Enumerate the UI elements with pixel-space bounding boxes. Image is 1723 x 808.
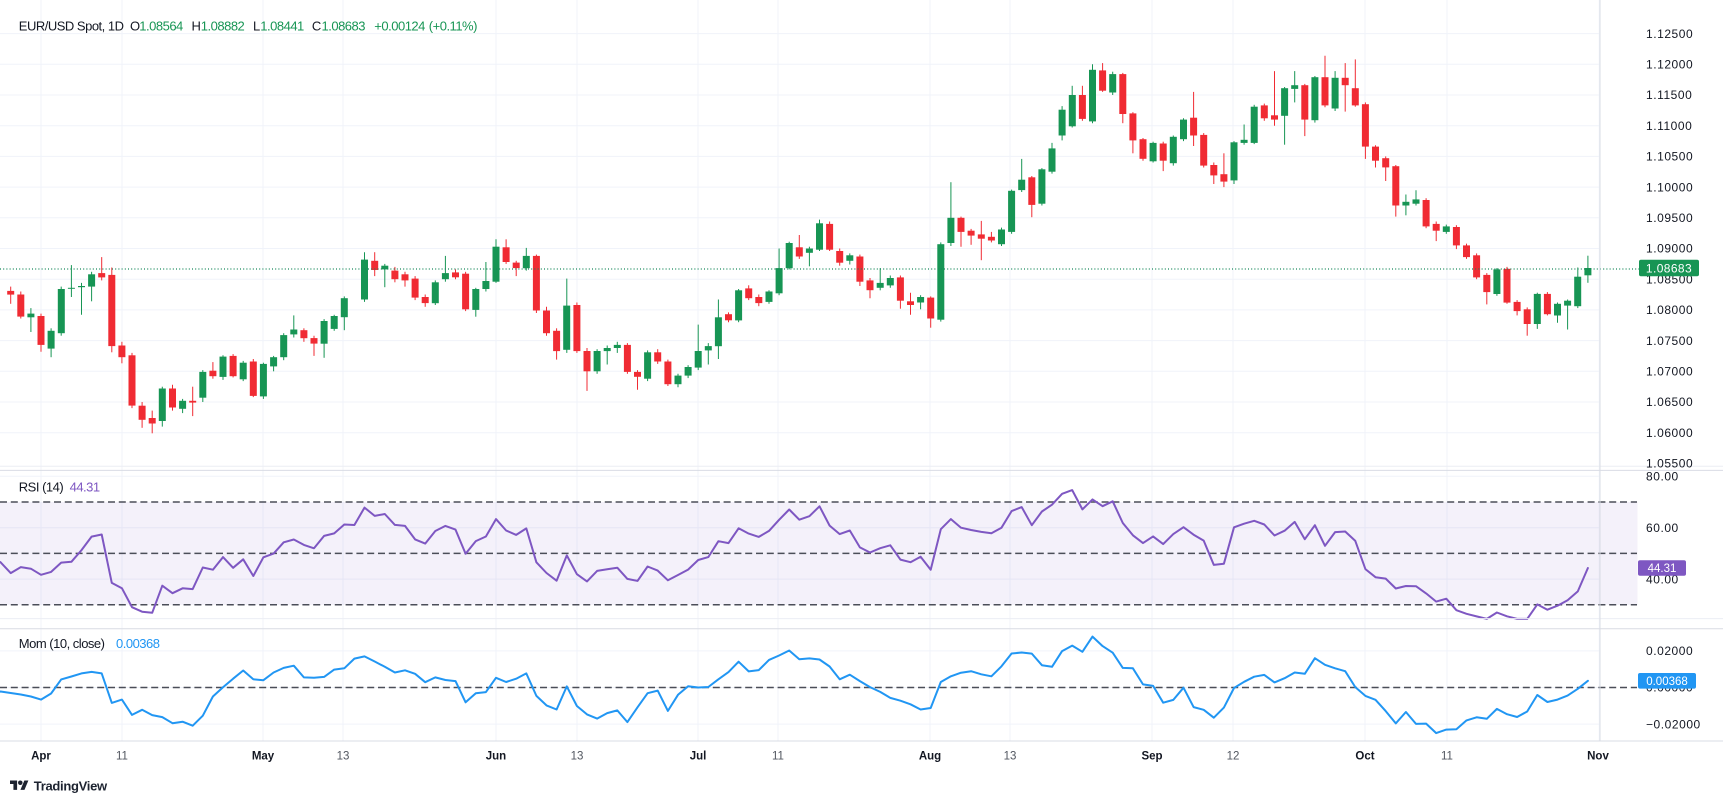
svg-text:1.11500: 1.11500 (1646, 88, 1692, 102)
svg-text:60.00: 60.00 (1646, 521, 1679, 535)
svg-text:Sep: Sep (1141, 751, 1162, 763)
svg-text:11: 11 (116, 751, 128, 763)
svg-text:44.31: 44.31 (70, 480, 100, 495)
svg-text:1.09000: 1.09000 (1646, 242, 1693, 256)
svg-text:1.08441: 1.08441 (260, 19, 304, 34)
svg-text:(+0.11%): (+0.11%) (429, 19, 477, 34)
svg-text:Aug: Aug (919, 751, 941, 763)
svg-text:Nov: Nov (1587, 751, 1609, 763)
svg-text:11: 11 (1441, 751, 1453, 763)
svg-text:+0.00124: +0.00124 (374, 19, 425, 34)
svg-text:0.00368: 0.00368 (1646, 676, 1688, 688)
svg-text:C: C (312, 19, 321, 34)
svg-text:0.02000: 0.02000 (1646, 644, 1693, 658)
svg-text:13: 13 (571, 751, 584, 763)
svg-text:RSI (14): RSI (14) (19, 480, 64, 495)
svg-text:1.11000: 1.11000 (1646, 119, 1692, 133)
svg-text:1.09500: 1.09500 (1646, 211, 1693, 225)
svg-text:O: O (130, 19, 140, 34)
svg-text:1.08683: 1.08683 (1646, 261, 1692, 275)
svg-text:13: 13 (337, 751, 350, 763)
svg-text:H: H (192, 19, 201, 34)
svg-text:0.00368: 0.00368 (116, 636, 160, 651)
svg-text:May: May (252, 751, 275, 763)
svg-text:1.07500: 1.07500 (1646, 334, 1693, 348)
svg-text:1.10000: 1.10000 (1646, 180, 1693, 194)
svg-text:1.06500: 1.06500 (1646, 395, 1693, 409)
svg-text:1.08564: 1.08564 (139, 19, 183, 34)
svg-text:12: 12 (1227, 751, 1240, 763)
svg-text:1.12500: 1.12500 (1646, 27, 1693, 41)
svg-text:80.00: 80.00 (1646, 470, 1679, 484)
svg-text:Mom (10, close): Mom (10, close) (19, 636, 105, 651)
svg-text:1.08882: 1.08882 (201, 19, 245, 34)
svg-text:Oct: Oct (1355, 751, 1374, 763)
svg-text:−0.02000: −0.02000 (1646, 717, 1701, 731)
svg-text:EUR/USD Spot, 1D: EUR/USD Spot, 1D (19, 19, 124, 34)
svg-text:L: L (253, 19, 260, 34)
svg-text:1.08000: 1.08000 (1646, 303, 1693, 317)
svg-text:1.07000: 1.07000 (1646, 365, 1693, 379)
svg-text:1.10500: 1.10500 (1646, 150, 1693, 164)
svg-text:1.12000: 1.12000 (1646, 58, 1693, 72)
svg-text:11: 11 (772, 751, 784, 763)
svg-text:Jun: Jun (486, 751, 506, 763)
svg-text:Jul: Jul (690, 751, 707, 763)
svg-text:1.06000: 1.06000 (1646, 426, 1693, 440)
svg-text:44.31: 44.31 (1648, 563, 1677, 575)
svg-text:1.05500: 1.05500 (1646, 457, 1693, 471)
svg-text:TradingView: TradingView (34, 778, 108, 793)
svg-text:13: 13 (1004, 751, 1017, 763)
svg-text:Apr: Apr (31, 751, 51, 763)
svg-text:1.08683: 1.08683 (322, 19, 366, 34)
